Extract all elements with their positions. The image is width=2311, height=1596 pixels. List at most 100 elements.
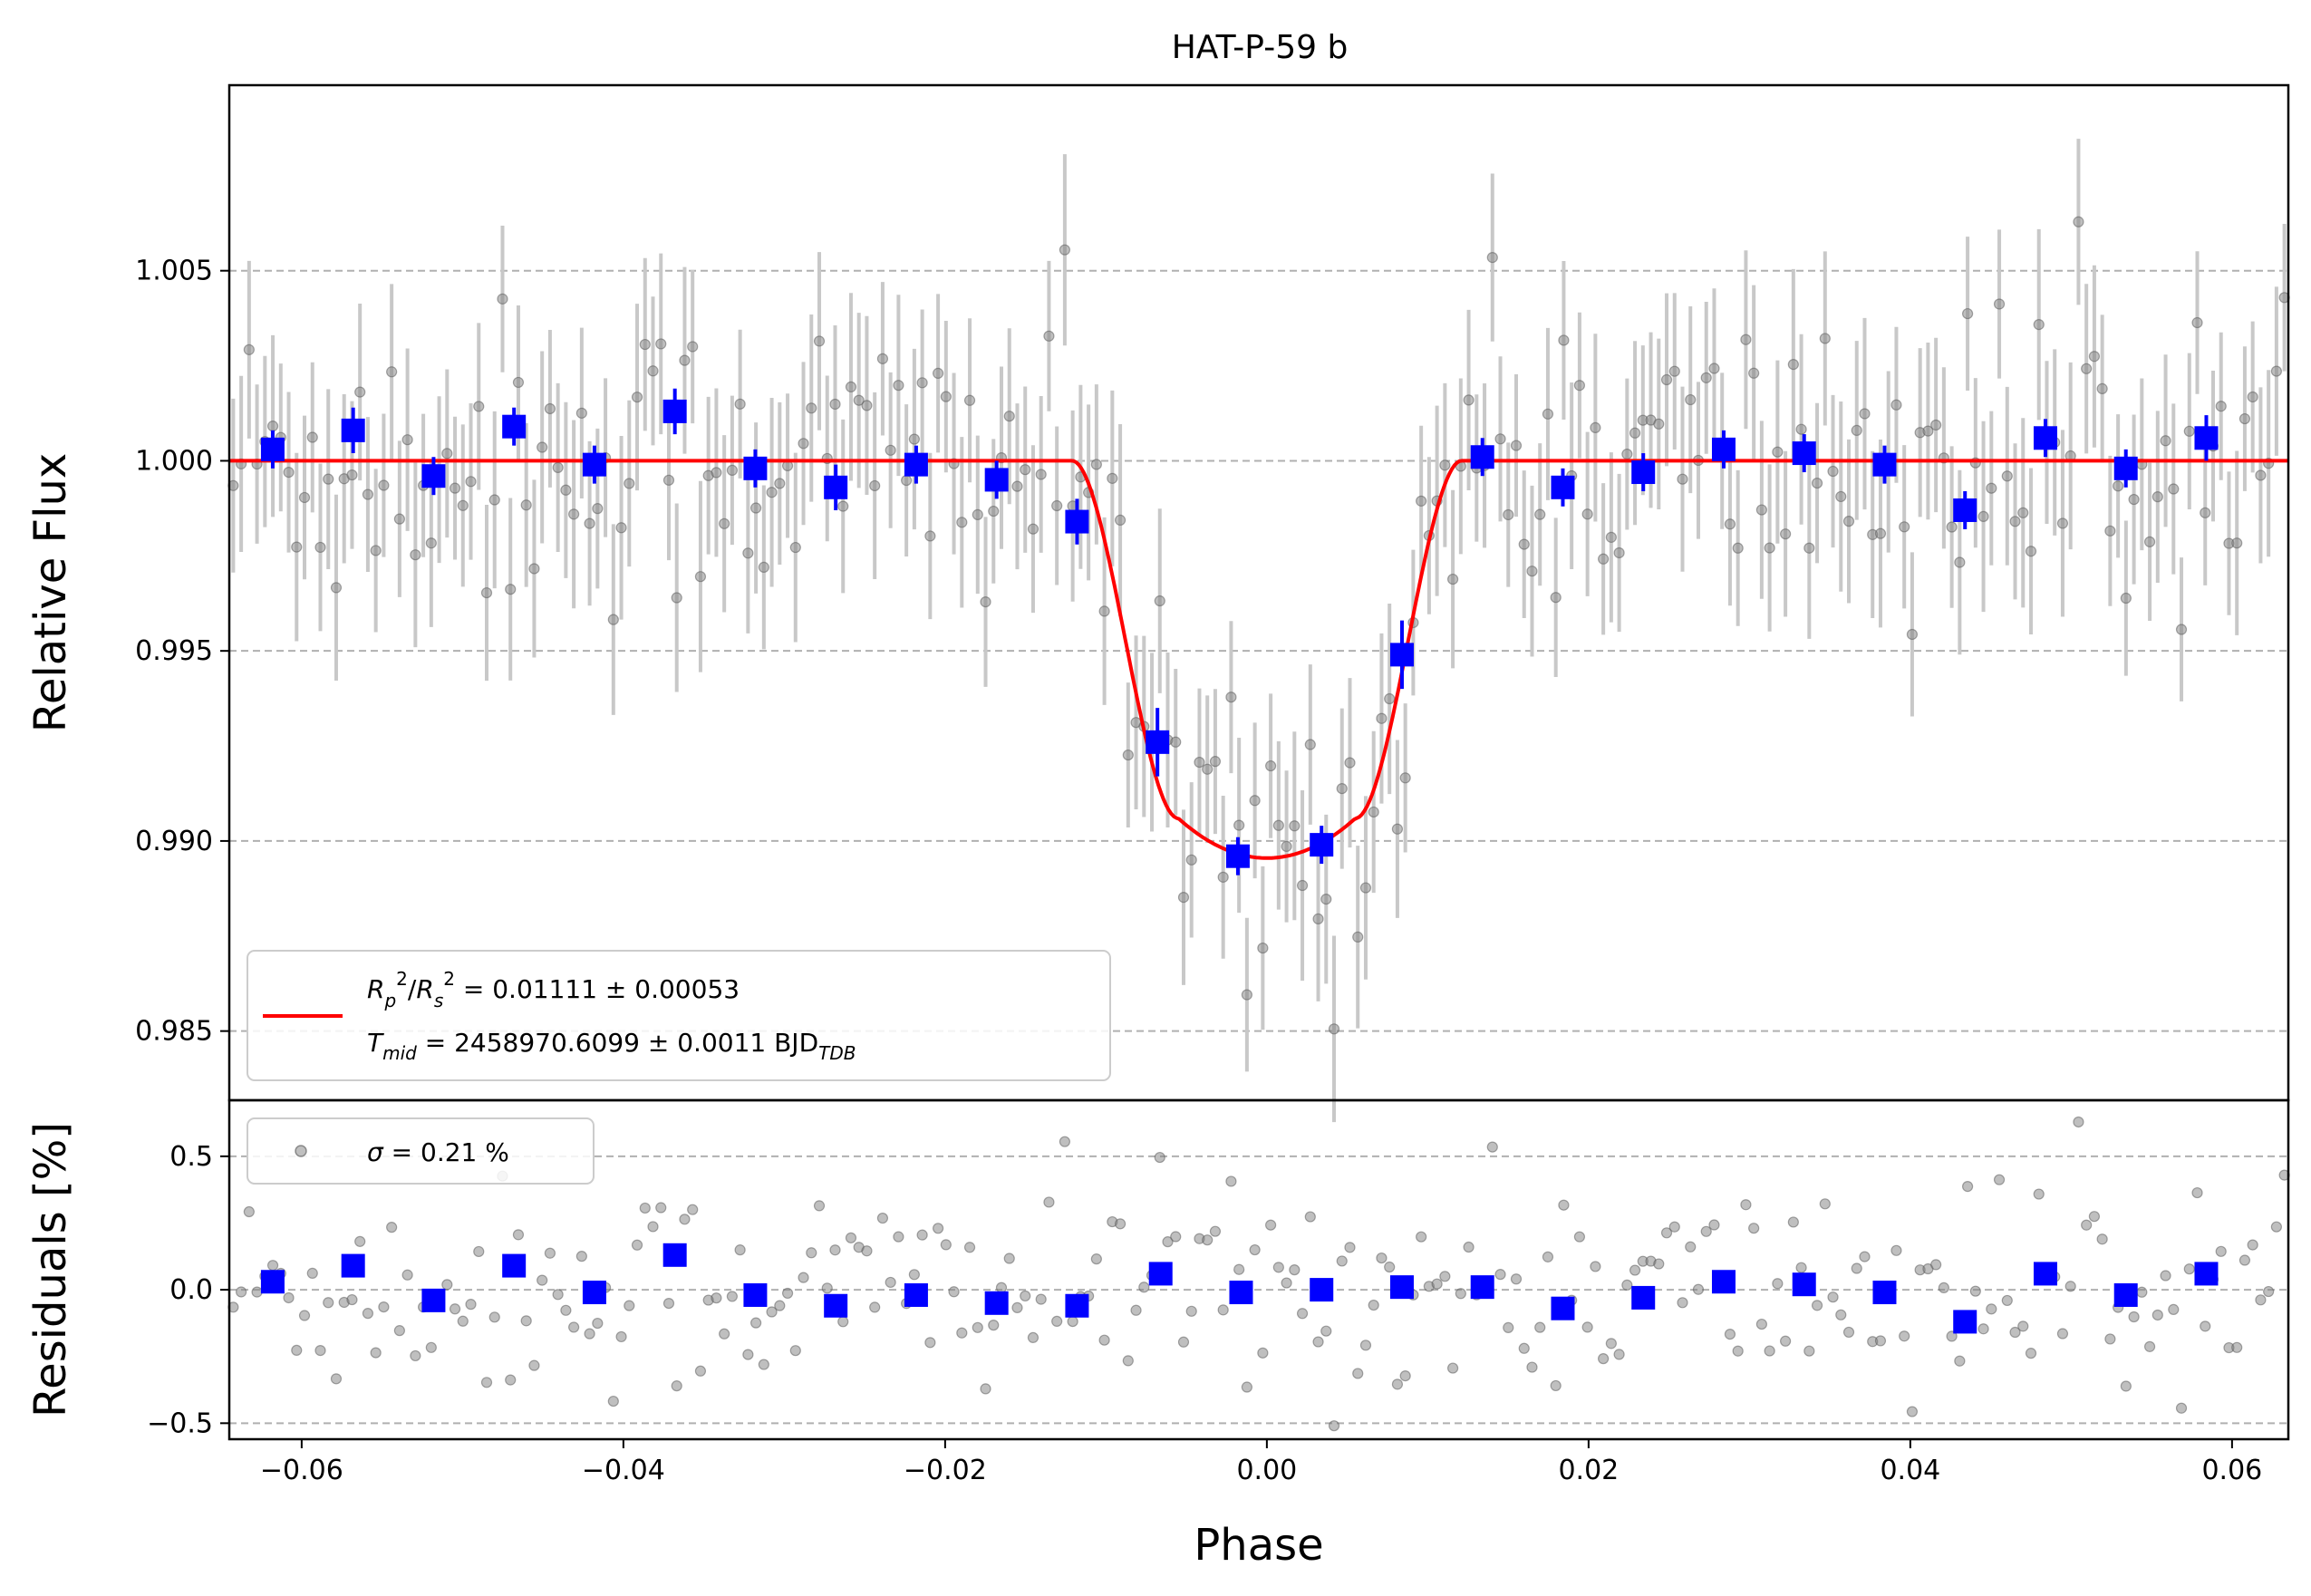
residual-point (1249, 1243, 1261, 1256)
residual-point (1621, 1279, 1633, 1291)
binned-residual-point (2113, 1282, 2138, 1307)
raw-point (2017, 507, 2029, 518)
residual-point (1344, 1242, 1356, 1253)
raw-point (306, 431, 318, 443)
residual-point (378, 1301, 390, 1313)
raw-point (671, 592, 682, 604)
residual-point (346, 1293, 358, 1306)
raw-point (1986, 482, 1997, 494)
residual-point (655, 1202, 667, 1214)
binned-point (1225, 844, 1250, 868)
residual-point (1700, 1225, 1712, 1237)
raw-point (1352, 931, 1364, 943)
residuals-y-tick-label: 0.0 (169, 1274, 213, 1306)
residual-point (1384, 1261, 1396, 1273)
binned-point (1872, 452, 1897, 477)
residual-point (694, 1365, 707, 1377)
raw-point (829, 398, 841, 411)
residual-point (1138, 1282, 1150, 1293)
binned-residual-point (1631, 1285, 1656, 1310)
raw-point (1518, 538, 1530, 550)
raw-point (1304, 739, 1316, 750)
legend-sigma-value: = 0.21 % (383, 1137, 509, 1167)
raw-point (845, 381, 857, 393)
residual-point (291, 1344, 303, 1357)
raw-point (885, 444, 896, 456)
raw-point (1755, 504, 1767, 516)
binned-residual-point (662, 1243, 687, 1267)
raw-point (1217, 871, 1229, 883)
raw-point (789, 541, 801, 554)
residual-point (908, 1269, 920, 1281)
residual-point (1359, 1340, 1372, 1351)
residual-point (1677, 1297, 1688, 1309)
residual-point (639, 1202, 651, 1214)
raw-point (1827, 465, 1839, 478)
residual-point (528, 1359, 540, 1371)
residual-point (480, 1377, 493, 1388)
residual-point (2143, 1340, 2156, 1352)
residual-point (1020, 1290, 1031, 1302)
raw-point (575, 407, 587, 419)
raw-point (1486, 252, 1498, 264)
binned-residual-point (582, 1281, 606, 1305)
residual-point (940, 1239, 952, 1251)
raw-point (1503, 508, 1514, 521)
legend-rp-var: R (367, 974, 384, 1004)
binned-residual-point (1229, 1281, 1253, 1305)
binned-residual-point (1872, 1281, 1897, 1305)
residual-point (465, 1299, 477, 1311)
raw-point (1993, 298, 2006, 310)
raw-point (473, 401, 485, 412)
raw-point (687, 341, 699, 353)
legend-tdb-sub: TDB (818, 1042, 856, 1064)
raw-point (1272, 819, 1284, 831)
residual-point (2033, 1188, 2045, 1200)
flux-model-curve (229, 459, 2288, 860)
raw-point (323, 473, 334, 485)
legend-tmid-value: = 2458970.6099 ± 0.0011 BJD (417, 1028, 818, 1058)
legend-sigma-symbol: σ (367, 1137, 384, 1167)
residual-point (1416, 1231, 1427, 1243)
raw-point (1534, 508, 1546, 520)
raw-point (956, 517, 968, 528)
raw-point (837, 500, 849, 512)
legend-rs-var: R (416, 974, 433, 1004)
raw-point (1494, 433, 1506, 445)
raw-point (758, 561, 769, 573)
residual-point (2104, 1333, 2116, 1345)
raw-point (1011, 480, 1023, 492)
residual-point (2056, 1328, 2069, 1340)
legend-rs-exp: 2 (443, 968, 455, 990)
raw-point (298, 491, 311, 504)
raw-point (924, 530, 936, 542)
binned-point (2033, 426, 2057, 450)
residual-point (1170, 1231, 1182, 1243)
residual-point (726, 1291, 738, 1302)
raw-point (505, 584, 517, 595)
residual-point (1304, 1211, 1316, 1223)
raw-point (1439, 459, 1451, 471)
binned-residual-point (984, 1291, 1009, 1315)
residual-point (766, 1306, 778, 1318)
residual-point (1755, 1318, 1767, 1330)
raw-point (1700, 372, 1712, 383)
residual-point (1312, 1336, 1324, 1348)
raw-point (457, 499, 469, 511)
residual-point (1811, 1300, 1823, 1311)
raw-point (362, 488, 374, 500)
residual-point (473, 1245, 485, 1258)
binned-residual-point (1470, 1275, 1494, 1300)
raw-point (1772, 446, 1784, 458)
residual-point (1874, 1335, 1887, 1347)
raw-point (266, 421, 279, 432)
legend-rp-sub: p (383, 990, 396, 1011)
binned-residual-point (1711, 1270, 1736, 1294)
residual-point (592, 1317, 604, 1330)
raw-point (1890, 399, 1902, 411)
phase-x-axis-title: Phase (1194, 1520, 1323, 1571)
raw-point (1526, 566, 1538, 577)
residual-point (2081, 1219, 2093, 1231)
binned-point (1146, 730, 1170, 754)
binned-point (502, 414, 527, 439)
